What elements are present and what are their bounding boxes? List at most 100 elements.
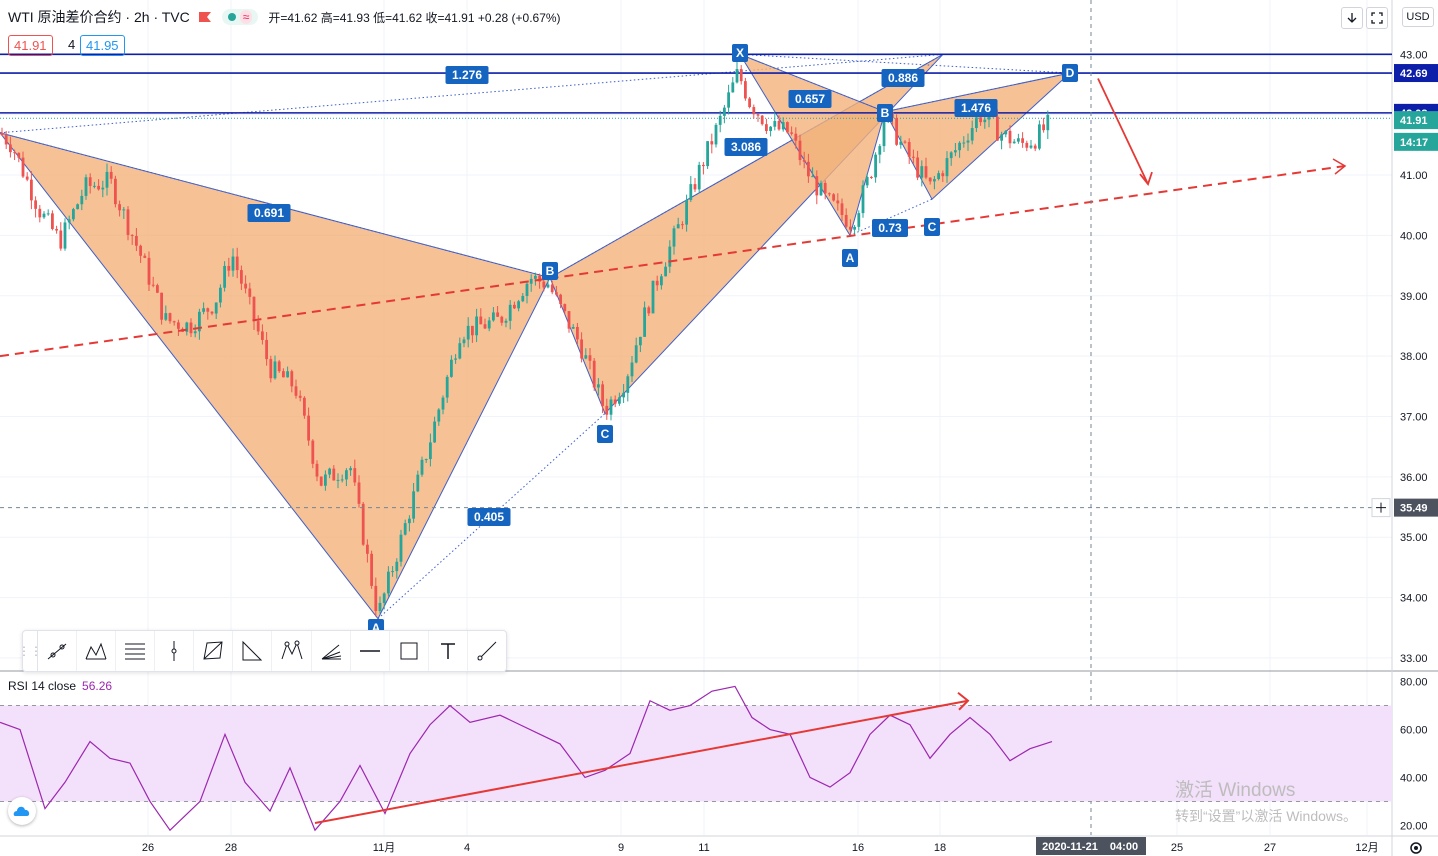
- pattern-ratio-label-bg: [247, 204, 291, 222]
- cloud-icon: [13, 806, 30, 816]
- candle-body: [441, 397, 445, 410]
- candle-body: [882, 121, 886, 147]
- candle-body: [903, 141, 907, 143]
- candle-body: [328, 468, 331, 475]
- candle-body: [508, 304, 512, 321]
- pattern-ratio-line: [884, 72, 1071, 113]
- fullscreen-button[interactable]: [1366, 7, 1388, 29]
- pattern-point-label-bg: [732, 44, 748, 62]
- candle-body: [895, 118, 898, 145]
- candle-body: [361, 503, 365, 545]
- candle-body: [475, 316, 478, 336]
- pattern-ratio-label: 0.657: [795, 92, 825, 106]
- text-tool[interactable]: [429, 631, 468, 671]
- plus-icon: [1376, 502, 1386, 513]
- candle-body: [794, 133, 798, 141]
- candle-body: [46, 213, 50, 215]
- horizontal-line-tool[interactable]: [351, 631, 390, 671]
- candle-body: [546, 284, 550, 288]
- gann-tool[interactable]: [312, 631, 351, 671]
- time-tick-label: 16: [852, 842, 864, 854]
- candle-body: [878, 146, 882, 155]
- candle-body: [542, 281, 546, 288]
- trend-line-tool[interactable]: [38, 631, 78, 671]
- candle-body: [735, 69, 739, 83]
- candle-body: [744, 81, 747, 99]
- crosshair-time-label: 04:00: [1110, 841, 1138, 853]
- bid-price[interactable]: 41.91: [8, 35, 53, 56]
- time-tick-label: 27: [1264, 842, 1276, 854]
- candle-body: [126, 209, 130, 235]
- candle-body: [139, 245, 142, 256]
- vertical-line-tool[interactable]: [155, 631, 195, 671]
- projection-arrow-line: [1097, 78, 1149, 185]
- scroll-down-button[interactable]: [1341, 7, 1363, 29]
- pattern-point-label: A: [846, 251, 855, 265]
- currency-button[interactable]: USD: [1402, 7, 1434, 27]
- candle-body: [773, 121, 777, 127]
- xabcd-tool[interactable]: [272, 631, 312, 671]
- candle-body: [538, 275, 541, 282]
- gear-icon[interactable]: [1408, 840, 1424, 856]
- candle-body: [378, 602, 382, 612]
- candle-body: [588, 355, 592, 361]
- candle-body: [643, 307, 646, 337]
- candle-body: [710, 141, 714, 145]
- candle-body: [874, 154, 877, 178]
- candle-body: [777, 121, 781, 130]
- polygon-tool[interactable]: [194, 631, 234, 671]
- rsi-line: [0, 685, 1053, 832]
- time-tick-label: 18: [934, 842, 946, 854]
- pattern-point-label: B: [881, 106, 890, 120]
- candle-body: [193, 331, 197, 334]
- symbol-title[interactable]: WTI 原油差价合约 · 2h · TVC: [8, 9, 190, 25]
- candle-body: [1046, 114, 1050, 131]
- status-pill[interactable]: ≈: [221, 9, 259, 25]
- candle-body: [1038, 124, 1041, 149]
- price-tick-label: 35.00: [1400, 532, 1428, 544]
- drag-handle-icon[interactable]: ⋮⋮: [18, 631, 42, 671]
- drawing-toolbar[interactable]: ⋮⋮: [18, 630, 507, 672]
- candle-body: [639, 336, 642, 346]
- triangle-tool[interactable]: [233, 631, 273, 671]
- pattern-point-label: C: [601, 427, 610, 441]
- flag-icon[interactable]: [198, 11, 212, 23]
- tradingview-logo-button[interactable]: [8, 797, 36, 825]
- candle-body: [164, 313, 168, 320]
- maximize-icon: [1371, 12, 1383, 24]
- candle-body: [160, 292, 163, 320]
- candle-body: [1017, 138, 1020, 142]
- pattern-ratio-line: [849, 198, 933, 236]
- price-tick-label: 36.00: [1400, 472, 1428, 484]
- rsi-value: 56.26: [82, 679, 113, 693]
- candle-body: [399, 534, 403, 562]
- pattern-tool[interactable]: [77, 631, 117, 671]
- candle-body: [496, 312, 499, 317]
- candle-body: [202, 308, 205, 312]
- candle-body: [752, 107, 756, 115]
- rsi-legend[interactable]: RSI 14 close 56.26: [8, 679, 112, 693]
- price-tick-label: 40.00: [1400, 230, 1428, 242]
- rectangle-tool[interactable]: [390, 631, 429, 671]
- candle-body: [525, 283, 529, 296]
- trend-arrowhead: [1332, 158, 1347, 175]
- candle-body: [567, 311, 571, 329]
- candle-body: [500, 316, 504, 323]
- candle-body: [311, 440, 315, 464]
- windows-watermark: 激活 Windows 转到“设置”以激活 Windows。: [1175, 775, 1357, 826]
- fib-tool[interactable]: [116, 631, 156, 671]
- pattern-icon: [85, 642, 107, 660]
- candle-body: [72, 209, 75, 220]
- candle-body: [765, 124, 768, 131]
- candle-body: [676, 224, 680, 229]
- candle-body: [93, 185, 96, 187]
- time-tick-label: 11: [698, 842, 709, 854]
- candle-body: [391, 571, 394, 573]
- pattern-ratio-label-bg: [467, 508, 511, 526]
- candle-body: [790, 132, 793, 134]
- price-tick-label: 39.00: [1400, 291, 1428, 303]
- spread-value: 4: [68, 37, 76, 52]
- ray-tool[interactable]: [468, 631, 506, 671]
- ask-price[interactable]: 41.95: [80, 35, 125, 56]
